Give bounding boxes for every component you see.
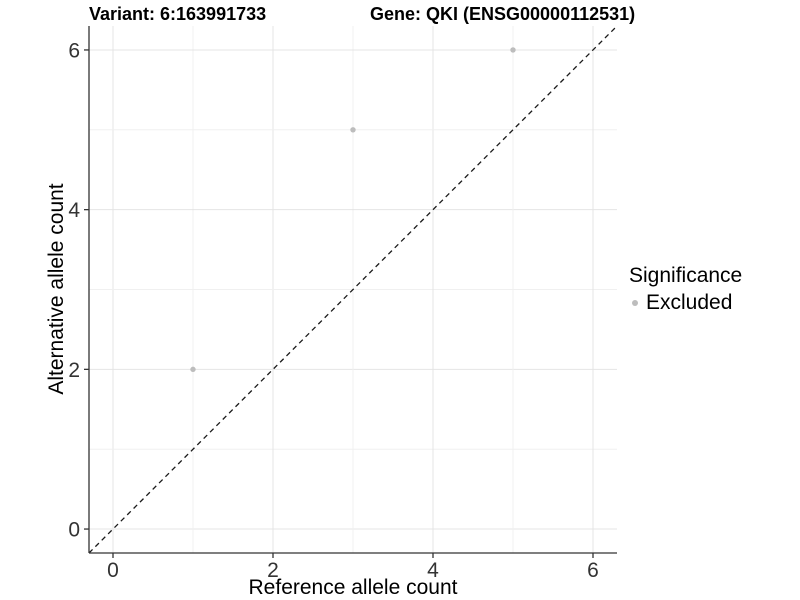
data-point-1-2 [190,366,196,373]
plot-title-variant: Variant: 6:163991733 [89,4,267,24]
identity-line [88,25,618,554]
y-tick-label-2: 2 [68,359,80,382]
y-tick-label-6: 6 [68,39,80,62]
legend-item-label: Excluded [646,291,733,314]
x-tick-label-2: 2 [267,559,279,582]
y-tick-label-0: 0 [68,519,80,542]
excluded-point-icon [632,300,638,306]
x-tick-label-6: 6 [587,559,599,582]
data-point-3-5 [350,127,356,133]
y-axis-title: Alternative allele count [45,183,68,395]
legend-title: Significance [629,264,743,287]
x-tick-label-4: 4 [427,559,439,582]
y-tick-label-4: 4 [68,199,80,222]
x-tick-label-0: 0 [107,559,119,582]
legend-key [629,300,646,306]
legend: Significance Excluded [629,264,742,315]
x-axis-title: Reference allele count [248,576,458,599]
plot-title-gene: Gene: QKI (ENSG00000112531) [370,4,636,24]
data-point-5-6 [510,47,516,53]
legend-item-excluded: Excluded [629,291,742,315]
